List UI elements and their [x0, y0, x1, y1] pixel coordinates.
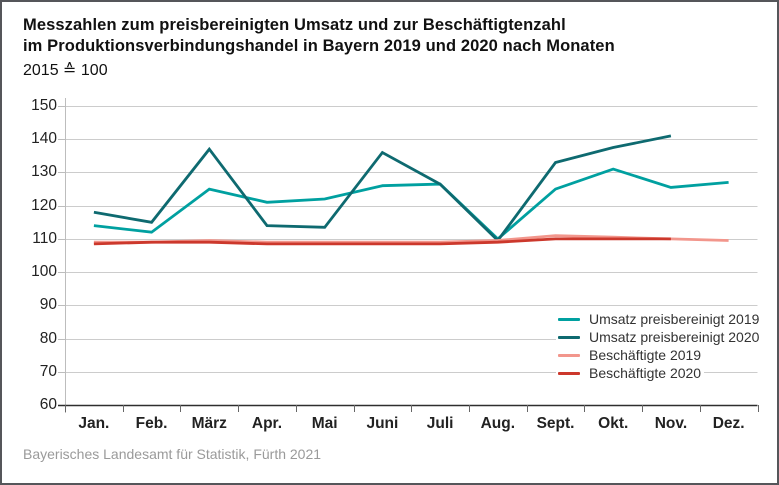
legend-item-0: Umsatz preisbereinigt 2019	[556, 310, 763, 328]
y-axis-label-90: 90	[39, 296, 57, 314]
series-line-2	[93, 234, 729, 244]
series-line-3	[93, 237, 671, 246]
series-line-1	[93, 134, 672, 243]
legend-label: Umsatz preisbereinigt 2020	[589, 329, 760, 345]
y-axis-label-150: 150	[31, 97, 57, 114]
chart-unit-note: 2015 ≙ 100	[23, 62, 108, 79]
legend-swatch-icon	[558, 317, 580, 321]
legend-label: Beschäftigte 2019	[589, 347, 702, 363]
chart-title-line2: im Produktionsverbindungshandel in Bayer…	[23, 37, 615, 55]
legend-item-2: Beschäftigte 2019	[556, 346, 705, 364]
legend-swatch-icon	[558, 371, 580, 375]
x-axis-label-2: Feb.	[135, 415, 168, 432]
x-axis-label-10: Okt.	[598, 415, 629, 432]
y-axis-label-70: 70	[39, 362, 57, 380]
legend-item-3: Beschäftigte 2020	[556, 364, 705, 382]
y-axis-label-60: 60	[39, 396, 57, 413]
legend-label: Beschäftigte 2020	[589, 365, 702, 381]
source-note: Bayerisches Landesamt für Statistik, Für…	[23, 446, 322, 462]
x-axis-label-9: Sept.	[536, 415, 575, 432]
x-axis-label-6: Juni	[366, 415, 399, 432]
chart-title-line1: Messzahlen zum preisbereinigten Umsatz u…	[23, 16, 566, 34]
y-axis-label-120: 120	[31, 196, 57, 214]
x-axis-label-11: Nov.	[654, 415, 688, 432]
x-axis-label-7: Juli	[426, 415, 454, 432]
chart-legend: Umsatz preisbereinigt 2019 Umsatz preisbe…	[556, 310, 763, 382]
legend-swatch-icon	[558, 353, 580, 357]
y-axis-label-80: 80	[39, 329, 57, 347]
y-axis-label-100: 100	[31, 263, 57, 281]
x-axis-label-8: Aug.	[480, 415, 516, 432]
x-axis-label-4: Apr.	[251, 415, 283, 432]
legend-label: Umsatz preisbereinigt 2019	[589, 311, 760, 327]
series-line-0	[93, 167, 729, 241]
y-axis-label-140: 140	[31, 130, 57, 148]
x-axis-label-12: Dez.	[712, 415, 745, 432]
x-axis-label-5: Mai	[311, 415, 338, 432]
legend-swatch-icon	[558, 335, 580, 339]
x-axis-label-1: Jan.	[78, 415, 110, 432]
x-axis-label-3: März	[191, 415, 227, 432]
y-axis-label-110: 110	[32, 229, 57, 247]
y-axis-label-130: 130	[31, 163, 57, 181]
legend-item-1: Umsatz preisbereinigt 2020	[556, 328, 763, 346]
title-block: Messzahlen zum preisbereinigten Umsatz u…	[23, 15, 615, 80]
